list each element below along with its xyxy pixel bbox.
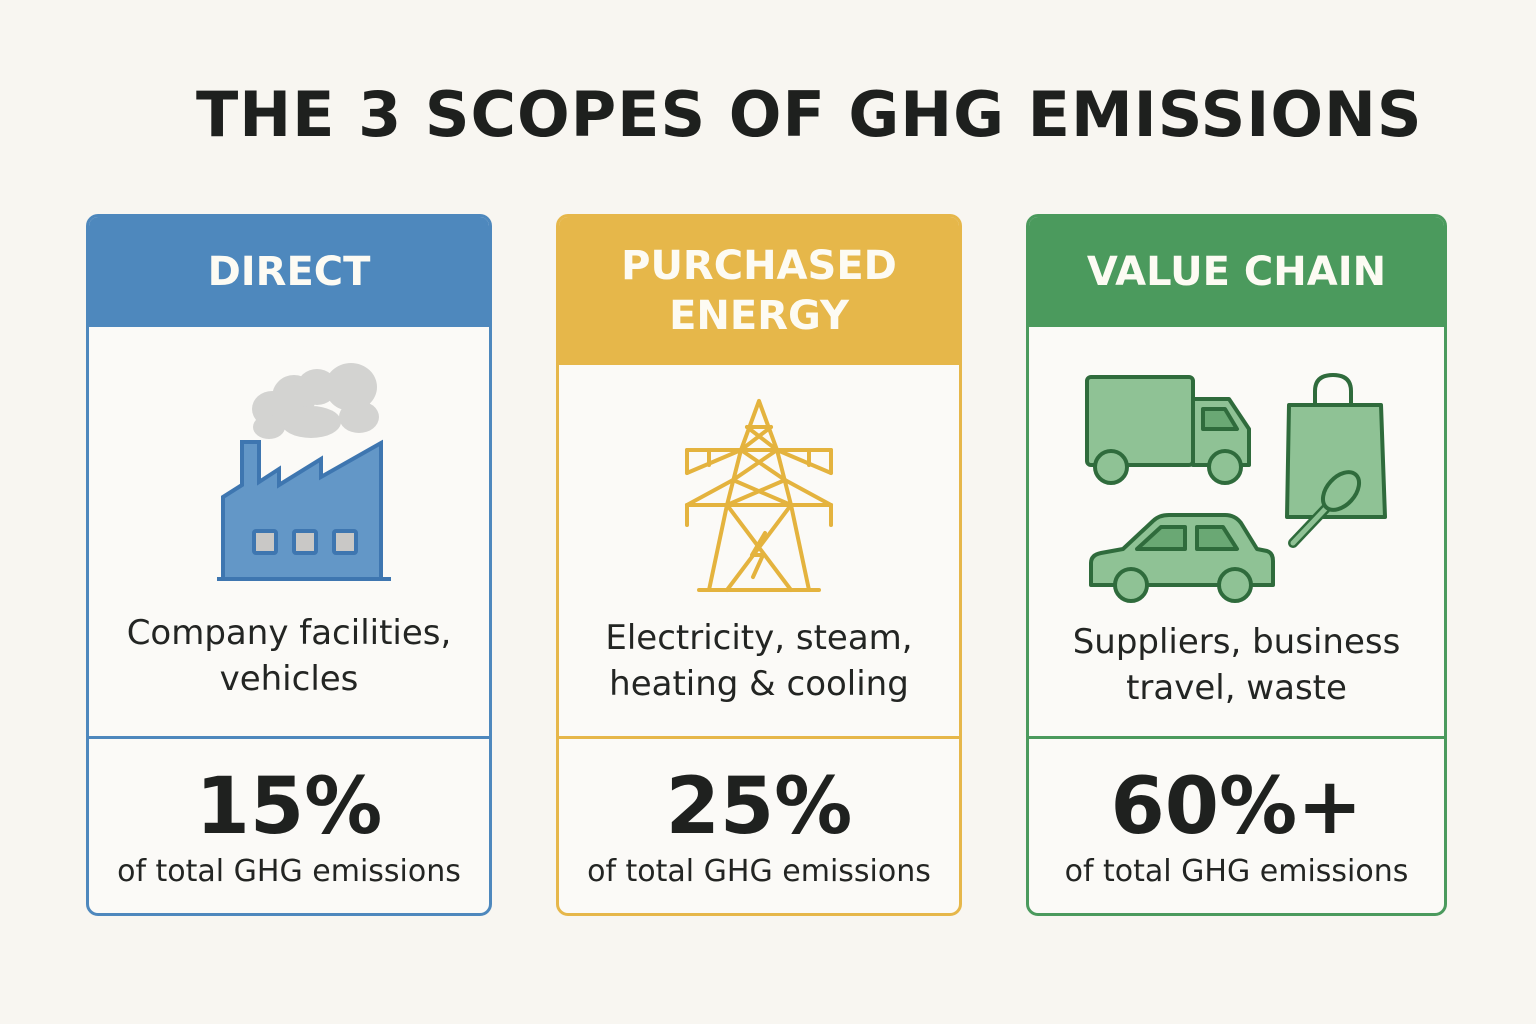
scope-card-value-chain: VALUE CHAIN: [1026, 214, 1447, 916]
truck-icon: [1085, 375, 1251, 485]
card-icon-area: [1029, 327, 1444, 607]
card-divider: [1029, 736, 1444, 739]
card-header-purchased-energy: PURCHASED ENERGY: [559, 217, 959, 365]
card-divider: [559, 736, 959, 739]
card-header-label: ENERGY: [669, 293, 849, 339]
card-header-value-chain: VALUE CHAIN: [1029, 217, 1444, 327]
card-icon-area: [89, 327, 489, 597]
card-description: Electricity, steam, heating & cooling: [569, 615, 949, 707]
description-line: travel, waste: [1126, 668, 1347, 708]
scope-card-purchased-energy: PURCHASED ENERGY: [556, 214, 962, 916]
card-header-label: PURCHASED: [621, 243, 897, 289]
scope-card-direct: DIRECT: [86, 214, 492, 916]
emission-note: of total GHG emissions: [587, 854, 931, 889]
car-icon: [1089, 513, 1275, 603]
power-tower-icon: [685, 399, 833, 592]
emission-percentage: 60%+: [1110, 762, 1363, 852]
description-line: Electricity, steam,: [605, 618, 913, 658]
emission-percentage: 25%: [665, 762, 853, 852]
card-header-direct: DIRECT: [89, 217, 489, 327]
card-divider: [89, 736, 489, 739]
description-line: Company facilities,: [126, 613, 452, 653]
card-description: Company facilities, vehicles: [99, 610, 479, 702]
card-header-label: VALUE CHAIN: [1086, 249, 1387, 295]
emission-percentage: 15%: [195, 762, 383, 852]
shopping-bag-icon: [1285, 373, 1387, 548]
emission-note: of total GHG emissions: [1064, 854, 1409, 889]
card-header-label: DIRECT: [207, 249, 371, 295]
description-line: vehicles: [219, 659, 359, 699]
page-title: THE 3 SCOPES OF GHG EMISSIONS: [196, 78, 1423, 151]
description-line: heating & cooling: [609, 664, 909, 704]
card-description: Suppliers, business travel, waste: [1039, 619, 1434, 711]
card-icon-area: [559, 365, 959, 605]
description-line: Suppliers, business: [1072, 622, 1401, 662]
factory-icon: [217, 363, 391, 581]
emission-note: of total GHG emissions: [117, 854, 461, 889]
